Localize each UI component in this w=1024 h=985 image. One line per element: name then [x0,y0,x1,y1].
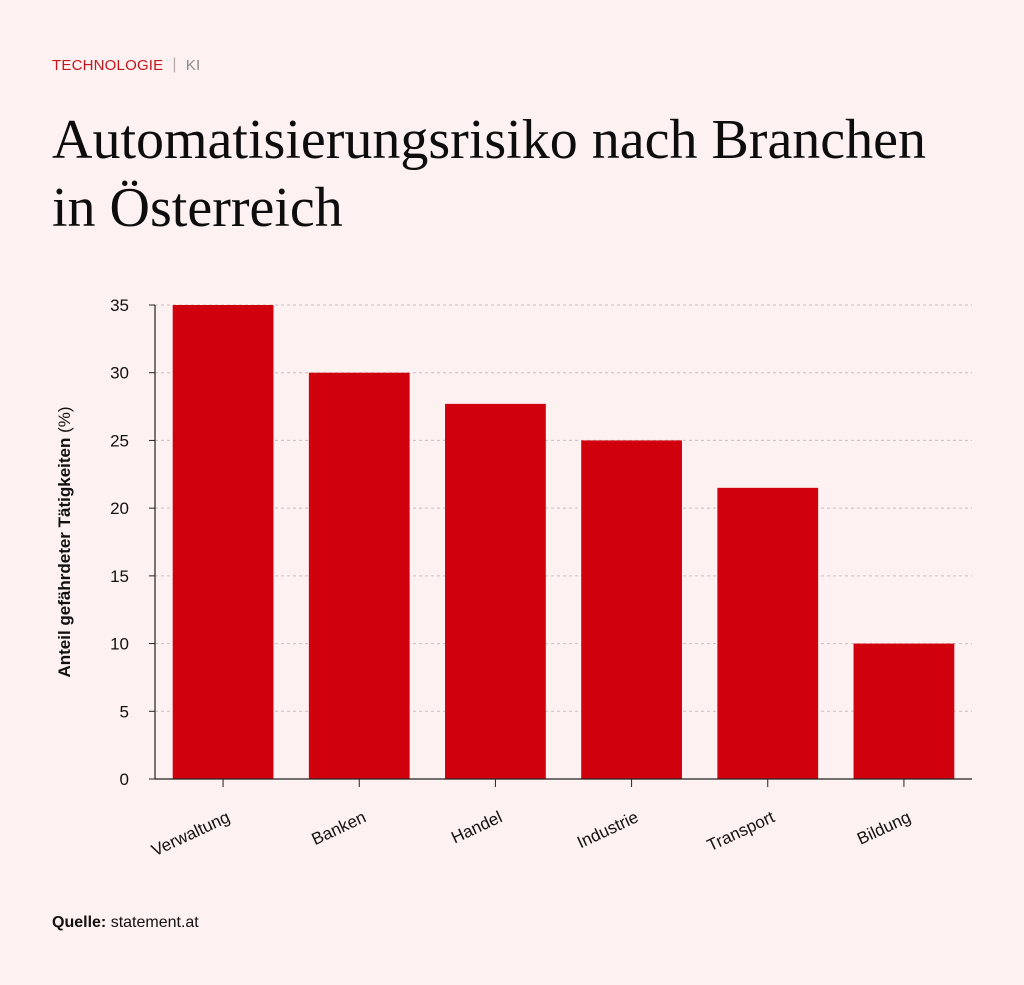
y-tick-label: 0 [120,770,129,789]
y-tick-label: 25 [110,431,129,450]
y-tick-label: 10 [110,635,129,654]
kicker: TECHNOLOGIE | KI [52,56,200,74]
source-label: Quelle: [52,914,107,931]
y-axis-title: Anteil gefährdeter Tätigkeiten (%) [55,406,74,677]
bar-bildung [853,643,955,779]
bar-handel [445,403,546,779]
source-value: statement.at [110,914,199,931]
y-tick-label: 20 [110,499,129,518]
bar-industrie [581,440,682,779]
subcategory-label: KI [185,56,201,74]
bar-transport [717,487,819,779]
x-tick-label: Bildung [854,807,913,848]
x-tick-label: Industrie [574,807,641,852]
x-tick-label: Verwaltung [149,807,233,860]
y-tick-label: 30 [110,364,129,383]
bar-banken [308,372,410,779]
x-tick-label: Handel [448,807,505,847]
y-tick-label: 15 [110,567,129,586]
bar-verwaltung [172,305,274,779]
y-tick-label: 35 [110,296,129,315]
y-tick-label: 5 [120,702,129,721]
category-label: TECHNOLOGIE [52,56,164,74]
kicker-separator: | [172,56,177,73]
x-tick-label: Transport [704,807,778,855]
source-note: Quelle: statement.at [52,914,199,932]
page-title: Automatisierungsrisiko nach Branchen in … [52,109,927,239]
x-tick-label: Banken [309,807,369,849]
